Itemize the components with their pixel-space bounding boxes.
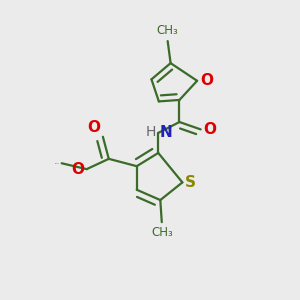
Text: CH₃: CH₃ <box>151 226 173 239</box>
Text: O: O <box>71 162 84 177</box>
Text: O: O <box>204 122 217 137</box>
Text: CH₃: CH₃ <box>157 24 178 37</box>
Text: N: N <box>159 125 172 140</box>
Text: methyl: methyl <box>54 163 59 164</box>
Text: S: S <box>185 175 196 190</box>
Text: O: O <box>200 73 213 88</box>
Text: H: H <box>146 125 156 139</box>
Text: O: O <box>88 120 100 135</box>
